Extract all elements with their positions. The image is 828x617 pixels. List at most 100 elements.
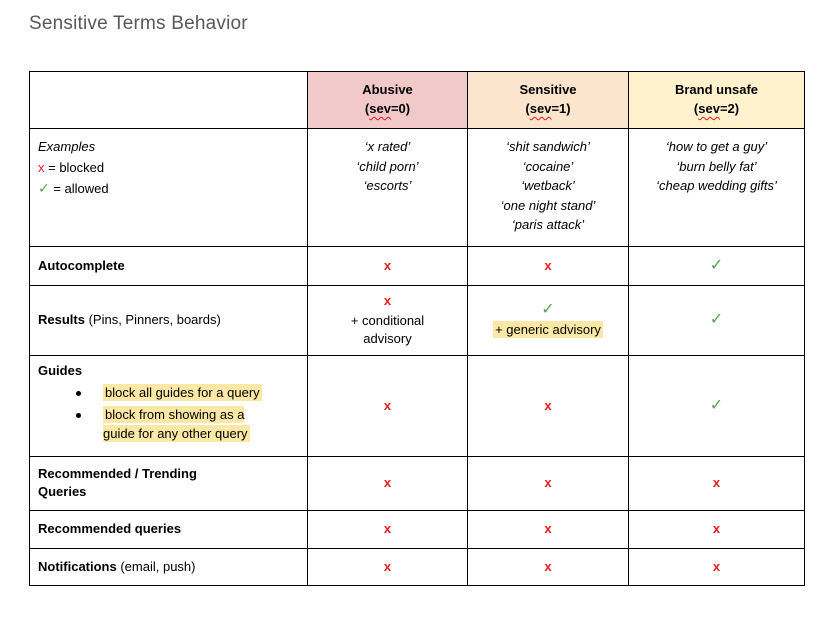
notifications-sensitive-cell: x — [467, 548, 629, 586]
row-label-detail: (email, push) — [116, 558, 196, 574]
autocomplete-label-cell: Autocomplete — [29, 246, 308, 286]
blocked-mark: x — [544, 521, 552, 537]
blocked-mark: x — [712, 521, 721, 537]
guides-brand-cell: ✓ — [628, 355, 805, 457]
row-label: Results — [38, 312, 85, 328]
autocomplete-row: Autocomplete x x ✓ — [29, 246, 805, 286]
blocked-mark: x — [383, 257, 392, 273]
column-header-brand-unsafe: Brand unsafe (sev=2) — [628, 71, 805, 129]
row-label: Guides — [38, 363, 83, 378]
notifications-label-cell: Notifications (email, push) — [29, 548, 308, 586]
sev-word-misspell: sev — [698, 101, 720, 116]
sev-word-misspell: sev — [369, 101, 391, 116]
recommended-trending-label-cell: Recommended / Trending Queries — [29, 456, 308, 511]
recommended-queries-abusive-cell: x — [307, 510, 468, 549]
recommended-trending-sensitive-cell: x — [467, 456, 629, 511]
autocomplete-brand-cell: ✓ — [628, 246, 805, 286]
row-label: Notifications — [38, 558, 117, 574]
sev-open: ( — [693, 101, 699, 116]
legend-blocked-label: = blocked — [44, 159, 105, 175]
notifications-brand-cell: x — [628, 548, 805, 586]
recommended-queries-sensitive-cell: x — [467, 510, 629, 549]
bullet-icon — [76, 412, 81, 418]
autocomplete-sensitive-cell: x — [467, 246, 629, 286]
legend-title: Examples — [38, 139, 96, 154]
allowed-check-symbol: ✓ — [38, 179, 50, 196]
guides-bullet-1: block all guides for a query — [38, 383, 301, 403]
blocked-mark: x — [712, 558, 721, 574]
blocked-mark: x — [383, 475, 392, 491]
sev-word-misspell: sev — [529, 101, 552, 116]
sev-open: ( — [364, 101, 370, 116]
recommended-trending-brand-cell: x — [628, 456, 805, 511]
blocked-mark: x — [383, 293, 392, 309]
guides-sensitive-cell: x — [467, 355, 629, 457]
highlighted-text: block all guides for a query — [103, 383, 262, 401]
blocked-mark: x — [544, 475, 552, 491]
sev-close: =0) — [390, 101, 411, 116]
examples-abusive: ‘x rated’ ‘child porn’ ‘escorts’ — [307, 128, 468, 247]
examples-legend-cell: Examples x = blocked ✓ = allowed — [29, 128, 308, 247]
allowed-mark: ✓ — [709, 396, 724, 414]
row-label: Autocomplete — [38, 257, 125, 273]
recommended-queries-row: Recommended queries x x x — [29, 510, 805, 549]
recommended-queries-brand-cell: x — [628, 510, 805, 549]
guides-bullet-2: block from showing as a guide for any ot… — [38, 405, 301, 444]
header-abusive-name: Abusive — [362, 82, 413, 98]
blocked-x-symbol: x — [38, 159, 45, 175]
column-header-sensitive: Sensitive (sev=1) — [467, 71, 629, 129]
sev-open: ( — [525, 101, 530, 116]
column-header-abusive: Abusive (sev=0) — [307, 71, 468, 129]
results-sensitive-cell: ✓ + generic advisory — [467, 285, 629, 356]
header-row: Abusive (sev=0) Sensitive (sev=1) Brand … — [29, 71, 805, 129]
blocked-mark: x — [383, 397, 392, 413]
legend-allowed: ✓ = allowed — [38, 179, 301, 200]
recommended-trending-abusive-cell: x — [307, 456, 468, 511]
legend-allowed-label: = allowed — [49, 180, 109, 196]
conditional-advisory-note: + conditional advisory — [350, 312, 425, 347]
header-abusive-sev: (sev=0) — [314, 100, 461, 119]
blocked-mark: x — [383, 521, 392, 537]
guides-label-cell: Guides block all guides for a query bloc… — [29, 355, 308, 457]
results-label-cell: Results (Pins, Pinners, boards) — [29, 285, 308, 356]
allowed-mark: ✓ — [709, 256, 724, 274]
legend-blocked: x = blocked — [38, 158, 301, 179]
highlighted-text: block from showing as a guide for any ot… — [103, 405, 250, 442]
sev-close: =2) — [719, 101, 740, 116]
results-abusive-cell: x + conditional advisory — [307, 285, 468, 356]
recommended-queries-label-cell: Recommended queries — [29, 510, 308, 549]
blocked-mark: x — [544, 257, 552, 273]
recommended-trending-row: Recommended / Trending Queries x x x — [29, 456, 805, 511]
examples-sensitive: ‘shit sandwich’ ‘cocaine’ ‘wetback’ ‘one… — [467, 128, 629, 247]
blocked-mark: x — [383, 558, 392, 574]
blocked-mark: x — [544, 397, 552, 413]
page-title: Sensitive Terms Behavior — [29, 13, 248, 34]
header-sensitive-sev: (sev=1) — [474, 100, 622, 119]
generic-advisory-note: + generic advisory — [493, 321, 603, 339]
allowed-mark: ✓ — [709, 311, 724, 329]
highlighted-text: + generic advisory — [493, 321, 603, 338]
sev-close: =1) — [551, 101, 571, 116]
notifications-row: Notifications (email, push) x x x — [29, 548, 805, 586]
sensitive-terms-table: Abusive (sev=0) Sensitive (sev=1) Brand … — [29, 71, 805, 586]
notifications-abusive-cell: x — [307, 548, 468, 586]
row-label-detail: (Pins, Pinners, boards) — [84, 312, 221, 328]
bullet-icon — [76, 390, 81, 396]
header-brand-sev: (sev=2) — [635, 100, 798, 119]
blocked-mark: x — [712, 475, 721, 491]
blocked-mark: x — [544, 558, 552, 574]
allowed-mark: ✓ — [541, 301, 555, 319]
examples-brand-unsafe: ‘how to get a guy’ ‘burn belly fat’ ‘che… — [628, 128, 805, 247]
row-label: Recommended queries — [38, 521, 182, 537]
guides-row: Guides block all guides for a query bloc… — [29, 355, 805, 457]
header-brand-name: Brand unsafe — [674, 82, 759, 98]
autocomplete-abusive-cell: x — [307, 246, 468, 286]
guides-abusive-cell: x — [307, 355, 468, 457]
corner-cell — [29, 71, 308, 129]
examples-row: Examples x = blocked ✓ = allowed ‘x rate… — [29, 128, 805, 247]
results-row: Results (Pins, Pinners, boards) x + cond… — [29, 285, 805, 356]
row-label: Recommended / Trending Queries — [38, 466, 197, 499]
results-brand-cell: ✓ — [628, 285, 805, 356]
header-sensitive-name: Sensitive — [519, 82, 577, 98]
